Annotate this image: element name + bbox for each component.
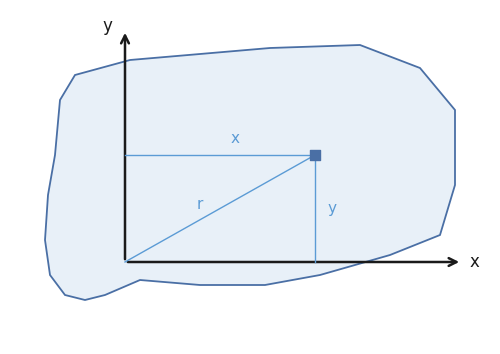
Text: y: y	[328, 201, 336, 216]
Text: y: y	[102, 17, 113, 35]
Text: x: x	[470, 253, 480, 271]
Polygon shape	[45, 45, 455, 300]
Text: r: r	[197, 198, 203, 212]
Text: x: x	[230, 131, 239, 146]
Point	[311, 152, 319, 158]
